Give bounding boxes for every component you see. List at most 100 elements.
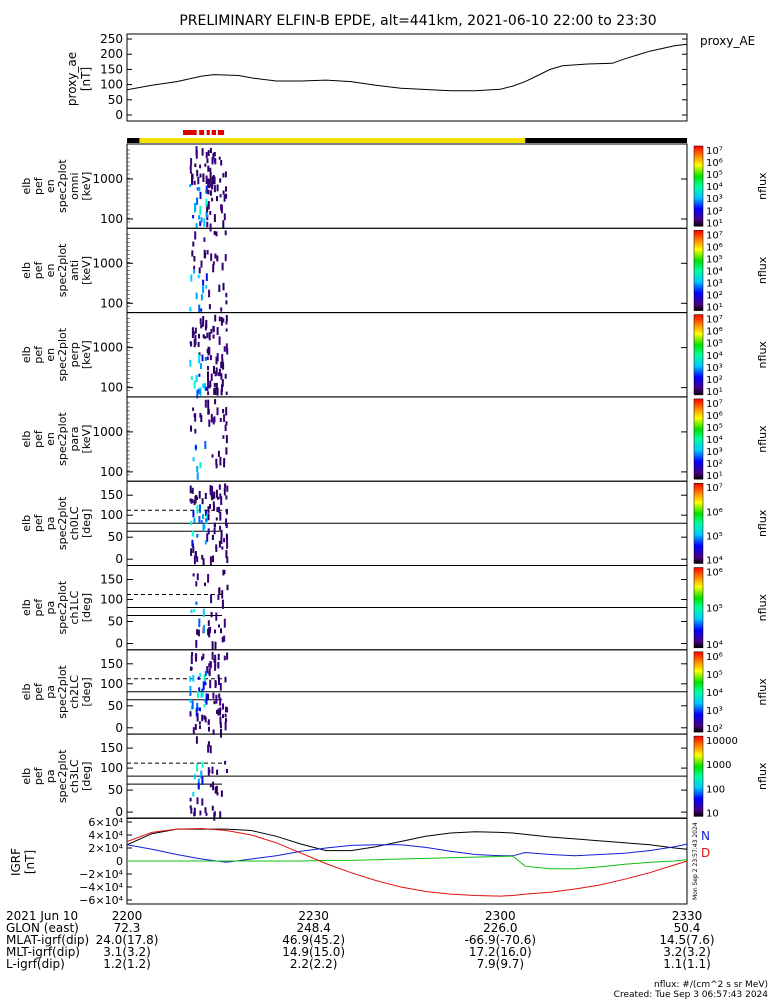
- spectrogram-pixel: [212, 153, 215, 159]
- spectrogram-pixel: [220, 628, 222, 634]
- spectrogram-pixel: [190, 500, 193, 504]
- spectrogram-pixel: [197, 388, 200, 395]
- spectrogram-pixel: [204, 807, 207, 814]
- spectrogram-pixel: [206, 356, 209, 361]
- science-zone-marker: [206, 130, 210, 135]
- spectrogram-pixel: [190, 158, 193, 166]
- spectrogram-pixel: [222, 435, 225, 439]
- spectrogram-pixel: [197, 176, 200, 185]
- panel-ylabel-line: perp: [68, 342, 81, 367]
- annotation-cell: MLT-igrf(dip): [6, 945, 80, 959]
- spectrogram-pixel: [208, 627, 211, 633]
- colorbar: [693, 314, 704, 396]
- spectrogram-pixel: [201, 148, 204, 156]
- annotation-cell: MLAT-igrf(dip): [6, 933, 89, 947]
- spectrogram-pixel: [199, 164, 202, 169]
- spectrogram-pixel: [200, 308, 203, 312]
- spectrogram-pixel: [198, 373, 201, 377]
- spectrogram-pixel: [209, 167, 212, 173]
- spectrogram-pixel: [219, 722, 222, 729]
- proxy-ae-legend: proxy_AE: [700, 34, 755, 48]
- spectrogram-pixel: [216, 507, 219, 513]
- spectrogram-pixel: [203, 679, 206, 685]
- spectrogram-pixel: [197, 354, 200, 358]
- colorbar-tick-label: 10000: [706, 736, 738, 747]
- colorbar-tick-label: 10⁷: [706, 315, 723, 326]
- spectrogram-pixel: [204, 335, 207, 339]
- spectrogram-pixel: [216, 196, 218, 202]
- spectrogram-pixel: [213, 388, 216, 395]
- spectrogram-pixel: [189, 805, 192, 809]
- spectrogram-pixel: [226, 556, 229, 564]
- colorbar-tick-label: 10¹: [706, 218, 723, 229]
- spectrogram-pixel: [213, 365, 215, 374]
- spectrogram-pixel: [213, 416, 216, 423]
- spectrogram-pixel: [220, 204, 223, 214]
- spectrogram-pixel: [225, 343, 228, 352]
- spectrogram-pixel: [190, 655, 193, 665]
- spectrogram-pixel: [203, 237, 206, 242]
- spectrogram-pixel: [200, 692, 203, 698]
- colorbar: [693, 230, 704, 311]
- spectrogram-pixel: [218, 506, 220, 513]
- panel-ylabel-line: pa: [44, 601, 57, 615]
- panel-ylabel-line: elb: [20, 684, 33, 701]
- panel-ylabel-line: spec2plot: [56, 412, 69, 466]
- annotation-cell: 7.9(9.7): [477, 957, 525, 971]
- spectrogram-pixel: [202, 285, 205, 294]
- spectrogram-pixel: [190, 274, 193, 282]
- spectrogram-pixel: [215, 694, 218, 704]
- spectrogram-pixel: [204, 383, 206, 391]
- spectrogram-pixel: [222, 703, 224, 710]
- spectrogram-pixel: [194, 499, 197, 504]
- annotation-cell: 3.2(3.2): [663, 945, 711, 959]
- igrf-ylabel-2: [nT]: [23, 850, 37, 874]
- spectrogram-pixel: [198, 491, 201, 499]
- spectrogram-pixel: [214, 654, 217, 661]
- spectrogram-pixel: [216, 255, 219, 262]
- spectrogram-pixel: [198, 304, 201, 312]
- spectrogram-pixel: [205, 319, 208, 329]
- spectrogram-pixel: [217, 661, 220, 669]
- spectrogram-pixel: [213, 152, 216, 157]
- spectrogram-pixel: [215, 489, 218, 498]
- spectrogram-pixel: [212, 729, 215, 735]
- science-zone-marker: [211, 130, 216, 135]
- spectrogram-pixel: [202, 316, 205, 325]
- spectrogram-pixel: [207, 371, 209, 381]
- igrf-tick-label: 6×10⁴: [88, 816, 123, 829]
- spectrogram-pixel: [208, 419, 211, 427]
- spectrogram-pixel: [214, 629, 216, 634]
- spectrogram-pixel: [217, 450, 220, 457]
- spectrogram-pixel: [196, 472, 199, 480]
- annotation-cell: 2.2(2.2): [290, 957, 338, 971]
- spectrogram-pixel: [216, 407, 219, 416]
- spectrogram-pixel: [192, 215, 195, 219]
- spectrogram-pixel: [194, 337, 197, 346]
- spectrogram-pixel: [192, 727, 195, 734]
- spectrogram-pixel: [193, 774, 196, 780]
- spectrogram-pixel: [204, 682, 207, 686]
- annotation-cell: L-igrf(dip): [6, 957, 65, 971]
- proxy-ae-tick-label: 150: [100, 62, 123, 76]
- spectrogram-pixel: [223, 194, 226, 202]
- spectrogram-pixel: [218, 540, 221, 548]
- spectrogram-pixel: [225, 520, 227, 526]
- spectrogram-pixel: [202, 514, 205, 519]
- spectrogram-pixel: [196, 707, 199, 711]
- spectrogram-pixel: [191, 539, 194, 547]
- panel-tick-label: 100: [100, 465, 123, 479]
- spectrogram-pixel: [190, 548, 193, 556]
- spectrogram-pixel: [191, 487, 194, 494]
- spectrogram-pixel: [190, 376, 193, 380]
- spectrogram-pixel: [219, 525, 222, 531]
- spectrogram-pixel: [224, 373, 227, 379]
- spectrogram-pixel: [199, 191, 202, 200]
- spectrogram-pixel: [206, 666, 209, 674]
- spectrogram-pixel: [198, 352, 201, 357]
- colorbar-tick-label: 10³: [706, 706, 723, 717]
- spectrogram-pixel: [205, 285, 208, 289]
- spectrogram-pixel: [214, 253, 217, 259]
- colorbar-tick-label: 10⁴: [706, 640, 723, 651]
